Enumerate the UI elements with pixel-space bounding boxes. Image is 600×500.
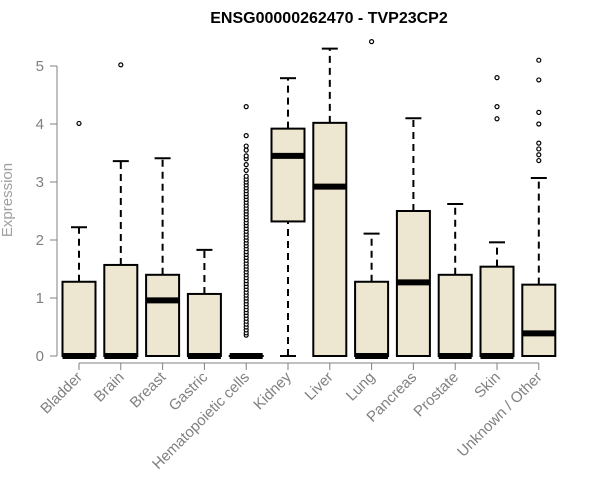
box-rect <box>521 283 557 357</box>
x-tick-label: Skin <box>471 369 504 402</box>
outlier-point <box>243 153 249 159</box>
box-rect <box>312 121 348 357</box>
box-rect <box>270 127 306 223</box>
x-tick-label: Kidney <box>250 368 295 413</box>
box-hematopoietic-cells <box>228 103 264 359</box>
outlier-point <box>243 162 249 168</box>
y-tick-label: 0 <box>36 348 44 365</box>
box-rect <box>437 273 473 357</box>
x-tick-label: Lung <box>343 369 379 405</box>
outlier-point <box>536 152 542 158</box>
y-tick-label: 4 <box>36 116 44 133</box>
box-gastric <box>186 248 222 359</box>
y-axis: 0 1 2 3 4 5 <box>36 58 58 365</box>
box-unknown-other <box>521 57 557 357</box>
boxes-group <box>61 39 557 359</box>
outlier-point <box>536 109 542 116</box>
outlier-point <box>243 103 249 110</box>
x-tick-label: Prostate <box>410 369 462 421</box>
x-tick-label: Breast <box>127 368 170 411</box>
outlier-point <box>243 143 249 149</box>
outlier-point <box>243 173 249 179</box>
box-lung <box>354 39 390 359</box>
box-rect <box>145 273 181 357</box>
box-bladder <box>61 120 97 359</box>
outlier-point <box>494 116 500 122</box>
chart-title: ENSG00000262470 - TVP23CP2 <box>210 10 448 27</box>
box-brain <box>103 62 139 359</box>
box-rect <box>103 263 139 357</box>
y-tick-label: 1 <box>36 290 44 307</box>
box-rect <box>186 292 222 358</box>
box-prostate <box>437 203 473 359</box>
outlier-point <box>536 121 542 127</box>
outlier-point <box>76 120 82 127</box>
y-tick-label: 3 <box>36 174 44 191</box>
outlier-point <box>536 57 542 63</box>
outlier-point <box>369 39 375 45</box>
y-axis-label: Expression <box>0 163 16 237</box>
outlier-point <box>118 62 124 68</box>
x-tick-label: Liver <box>302 369 337 404</box>
box-kidney <box>270 77 306 357</box>
y-tick-label: 5 <box>36 58 44 75</box>
box-rect <box>61 280 97 358</box>
box-liver <box>312 47 348 357</box>
outlier-point <box>243 133 249 139</box>
box-breast <box>145 157 181 357</box>
box-pancreas <box>395 117 431 357</box>
outlier-point <box>243 147 249 153</box>
outlier-point <box>536 146 542 152</box>
x-tick-label: Bladder <box>37 369 86 418</box>
box-skin <box>479 74 515 359</box>
box-rect <box>479 265 515 357</box>
outlier-point <box>494 103 500 110</box>
outlier-point <box>536 157 542 164</box>
x-tick-label: Brain <box>91 369 128 406</box>
box-rect <box>354 280 390 358</box>
outlier-point <box>536 140 542 146</box>
outlier-point <box>243 167 249 173</box>
outlier-point <box>536 77 542 83</box>
y-tick-label: 2 <box>36 232 44 249</box>
outlier-point <box>494 74 500 81</box>
